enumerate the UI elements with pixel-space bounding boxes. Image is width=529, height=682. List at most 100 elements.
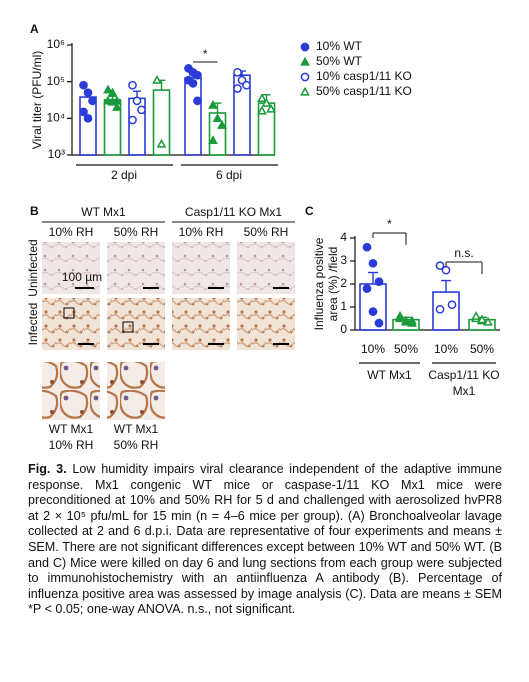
bar: [184, 77, 202, 156]
data-point: [212, 113, 223, 122]
x-tick-label: 6 dpi: [216, 168, 242, 182]
x-tick-label: 10%: [434, 342, 458, 356]
data-point: [374, 277, 384, 287]
y-axis-label: area (%) /field: [326, 247, 340, 322]
figure: A Viral titer (PFU/ml) 10³ 10⁴ 10⁵ 10⁶ 2 dpi 6 …: [26, 22, 500, 452]
legend-label: 10% casp1/11 KO: [316, 69, 412, 83]
significance-label: *: [387, 217, 392, 231]
y-axis-label: Influenza positive: [312, 237, 326, 330]
column-header: WT Mx1: [81, 205, 126, 219]
data-point: [83, 113, 93, 123]
data-point: [257, 93, 267, 103]
row-label: Infected: [26, 303, 40, 346]
data-point: [242, 80, 251, 90]
zoom-box: [122, 321, 134, 333]
data-point: [233, 84, 242, 93]
micrograph: [237, 298, 295, 350]
y-tick-label: 10⁶: [47, 37, 65, 51]
panel-label: C: [305, 204, 314, 218]
data-point: [193, 70, 202, 80]
data-point: [368, 307, 378, 316]
condition-label: 50% RH: [114, 225, 159, 239]
legend-marker: [300, 86, 310, 96]
micrograph: [172, 242, 230, 294]
inset-label: 50% RH: [114, 438, 159, 452]
y-tick-label: 3: [340, 253, 347, 267]
panel-label: A: [30, 22, 39, 36]
inset-label: 10% RH: [49, 438, 94, 452]
micrograph: [172, 298, 230, 350]
data-point: [188, 78, 198, 88]
condition-label: 50% RH: [244, 225, 289, 239]
row-label: Uninfected: [26, 239, 40, 296]
legend-marker: [300, 72, 310, 82]
scale-bar-label: 100 µm: [62, 270, 102, 284]
column-header: Casp1/11 KO Mx1: [185, 205, 282, 219]
significance-label: n.s.: [454, 246, 473, 260]
condition-label: 10% RH: [49, 225, 94, 239]
data-point: [233, 67, 242, 77]
data-point: [79, 80, 88, 90]
micrograph-inset: [107, 362, 165, 420]
legend-marker: [300, 56, 310, 66]
micrograph: [237, 242, 295, 294]
y-axis-label: Viral titer (PFU/ml): [30, 51, 44, 149]
data-point: [79, 107, 88, 117]
data-point: [208, 135, 218, 145]
data-point: [407, 315, 417, 325]
data-point: [435, 261, 445, 270]
data-point: [152, 75, 162, 84]
inset-label: WT Mx1: [49, 422, 94, 436]
group-label: WT Mx1: [367, 368, 412, 382]
data-point: [362, 242, 372, 252]
data-point: [83, 88, 93, 98]
y-tick-label: 10⁴: [46, 111, 65, 125]
data-point: [107, 96, 118, 106]
caption-label: Fig. 3.: [28, 462, 67, 476]
bar: [79, 96, 97, 156]
panel-label: B: [30, 204, 39, 218]
data-point: [112, 102, 122, 111]
significance-label: *: [203, 47, 208, 61]
group-label: Casp1/11 KO: [428, 368, 499, 382]
micrograph-inset: [42, 362, 100, 420]
x-tick-label: 50%: [470, 342, 494, 356]
group-label: Mx1: [453, 384, 476, 398]
inset-label: WT Mx1: [114, 422, 159, 436]
data-point: [107, 87, 118, 97]
data-point: [447, 300, 457, 310]
data-point: [257, 105, 267, 115]
micrograph: [107, 298, 165, 350]
data-point: [368, 258, 378, 268]
data-point: [401, 316, 411, 326]
data-point: [156, 138, 167, 148]
y-tick-label: 2: [340, 276, 347, 290]
data-point: [132, 96, 142, 106]
condition-label: 10% RH: [179, 225, 224, 239]
data-point: [193, 96, 202, 106]
data-point: [471, 311, 481, 320]
data-point: [88, 96, 97, 106]
legend-label: 50% casp1/11 KO: [316, 84, 412, 98]
data-point: [395, 311, 405, 320]
data-point: [137, 105, 146, 115]
y-tick-label: 1: [340, 299, 347, 313]
data-point: [128, 80, 137, 90]
y-tick-label: 10³: [48, 147, 65, 161]
y-tick-label: 10⁵: [47, 74, 65, 88]
data-point: [208, 99, 218, 109]
x-tick-label: 50%: [394, 342, 418, 356]
data-point: [477, 314, 487, 324]
micrograph: [107, 242, 165, 294]
legend-label: 50% WT: [316, 54, 363, 68]
data-point: [362, 284, 372, 293]
y-tick-label: 4: [340, 230, 347, 244]
caption-text: Low humidity impairs viral clearance ind…: [28, 462, 502, 617]
data-point: [261, 97, 272, 107]
micrograph: [42, 242, 100, 294]
x-tick-label: 10%: [361, 342, 385, 356]
zoom-box: [63, 307, 75, 319]
caption: Fig. 3. Low humidity impairs viral clear…: [28, 462, 502, 618]
data-point: [435, 304, 445, 314]
